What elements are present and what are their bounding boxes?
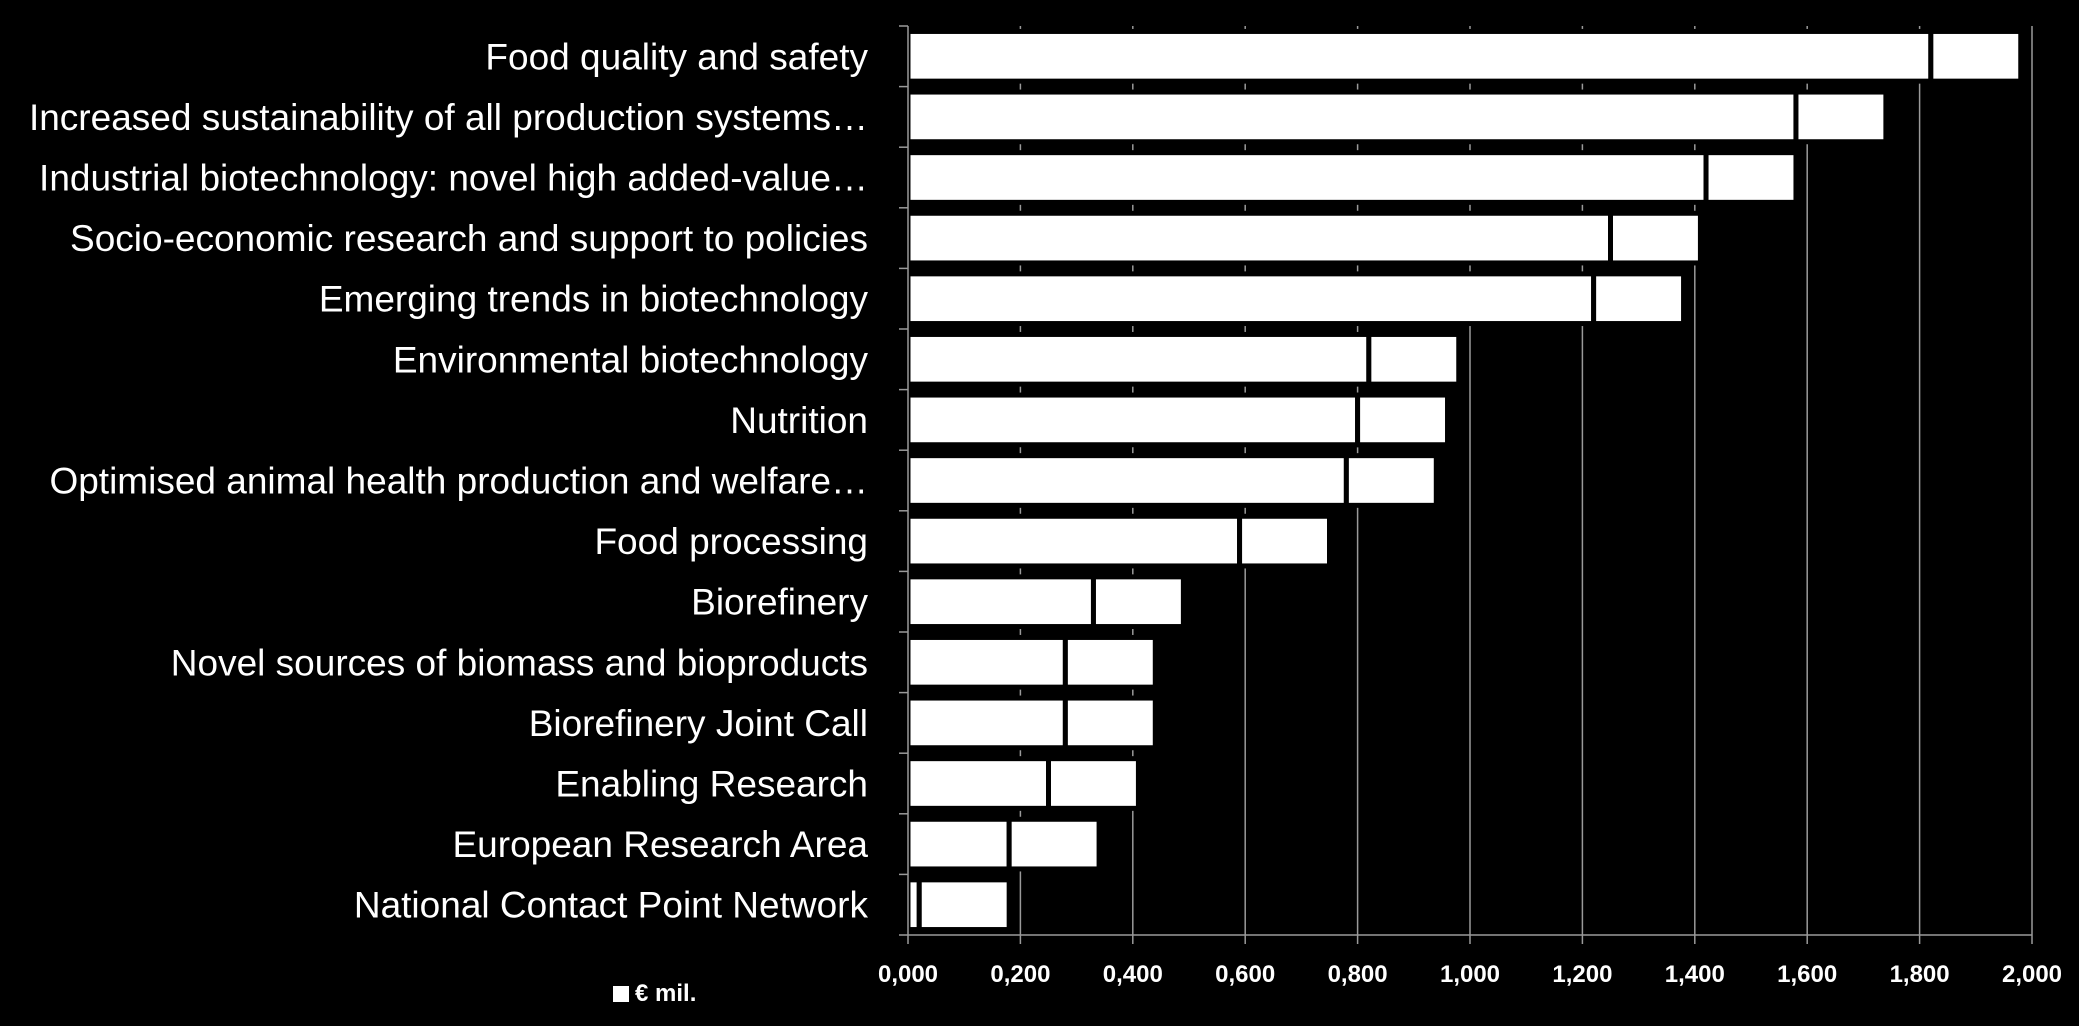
x-tick-label: 0,600	[1215, 961, 1275, 988]
bar-series-2	[1006, 816, 1102, 872]
bar-series-1	[905, 513, 1243, 569]
bar-series-2	[1090, 574, 1186, 630]
x-tick-label: 0,800	[1328, 961, 1388, 988]
bar-series-1	[905, 695, 1068, 751]
x-tick-label: 1,400	[1665, 961, 1725, 988]
category-label: Novel sources of biomass and bioproducts	[171, 642, 868, 683]
legend: € mil.	[613, 980, 696, 1008]
x-tick-label: 0,000	[878, 961, 938, 988]
bar-series-2	[1062, 634, 1158, 690]
bar-series-2	[1343, 453, 1439, 508]
bar-series-1	[905, 453, 1349, 508]
category-label: Increased sustainability of all producti…	[29, 97, 868, 138]
x-tick-label: 0,400	[1103, 961, 1163, 988]
x-tick-label: 1,800	[1890, 961, 1950, 988]
x-tick-label: 1,600	[1777, 961, 1837, 988]
category-label: Optimised animal health production and w…	[49, 461, 868, 502]
category-label: Nutrition	[730, 400, 868, 441]
bar-series-2	[916, 877, 1012, 933]
bars	[905, 28, 2024, 933]
bar-series-2	[1355, 392, 1451, 448]
bar-series-1	[905, 634, 1068, 690]
bar-series-2	[1046, 756, 1141, 811]
bar-series-1	[905, 89, 1799, 145]
bar-series-1	[905, 271, 1597, 327]
bar-series-2	[1366, 331, 1462, 387]
category-label: Food processing	[594, 521, 868, 562]
category-label: Emerging trends in biotechnology	[319, 279, 869, 320]
category-label: European Research Area	[453, 824, 869, 865]
category-label: Biorefinery	[691, 582, 868, 623]
bar-series-1	[905, 150, 1709, 205]
category-label: Food quality and safety	[485, 36, 868, 77]
bar-series-1	[905, 28, 1934, 84]
category-label: Industrial biotechnology: novel high add…	[39, 158, 868, 199]
bar-series-1	[905, 574, 1096, 630]
axes	[899, 25, 2033, 944]
category-labels: Food quality and safety Increased sustain…	[29, 36, 869, 925]
x-tick-label: 1,200	[1552, 961, 1612, 988]
bar-series-2	[1591, 271, 1687, 327]
category-label: National Contact Point Network	[354, 885, 869, 926]
bar-series-1	[905, 392, 1361, 448]
bar-series-2	[1062, 695, 1158, 751]
bar-series-1	[905, 756, 1051, 811]
bar-series-2	[1608, 210, 1703, 266]
x-tick-label: 0,200	[990, 961, 1050, 988]
bar-series-2	[1237, 513, 1332, 569]
bar-series-1	[905, 331, 1372, 387]
legend-label: € mil.	[635, 980, 697, 1007]
bar-series-2	[1703, 150, 1799, 205]
bar-series-1	[905, 816, 1012, 872]
category-label: Enabling Research	[555, 764, 868, 805]
bar-series-2	[1793, 89, 1889, 145]
x-tick-label: 2,000	[2002, 961, 2062, 988]
bar-series-1	[905, 210, 1613, 266]
category-label: Socio-economic research and support to p…	[70, 218, 868, 259]
x-tick-labels: 0,000 0,200 0,400 0,600 0,800 1,000 1,200 1,400…	[878, 961, 2062, 988]
category-label: Biorefinery Joint Call	[529, 703, 868, 744]
x-tick-label: 1,000	[1440, 961, 1500, 988]
bar-series-2	[1928, 28, 2024, 84]
legend-swatch	[613, 986, 629, 1002]
category-label: Environmental biotechnology	[393, 339, 869, 380]
